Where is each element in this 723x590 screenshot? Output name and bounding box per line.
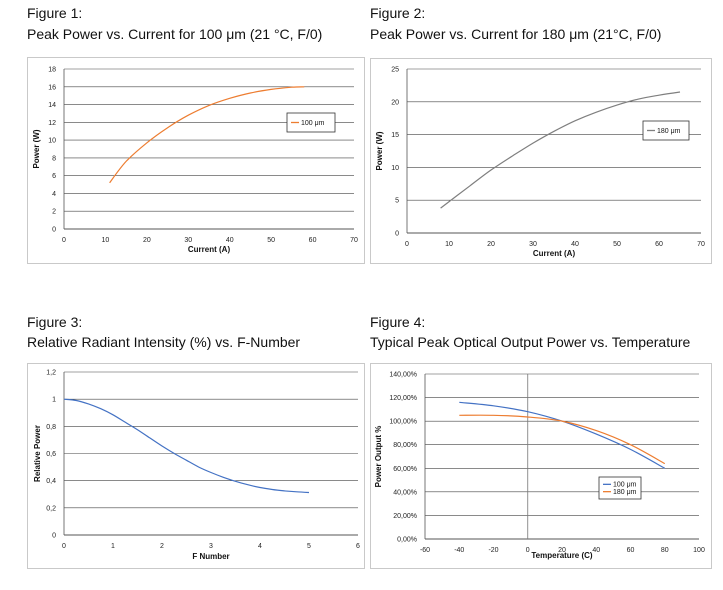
- y-tick-label: 80,00%: [393, 442, 417, 449]
- y-tick-label: 20: [391, 99, 399, 106]
- chart-4-svg: 0,00% 20,00% 40,00% 60,00% 80,00% 100,00% 120,…: [374, 372, 705, 561]
- y-tick-label: 0: [395, 231, 399, 238]
- x-tick-label: 20: [558, 547, 566, 554]
- series-line-1: [63, 398, 310, 494]
- y-tick-label: 2: [52, 209, 56, 216]
- legend-label: 180 μm: [657, 128, 681, 135]
- y-axis-title: Power (W): [32, 129, 41, 168]
- y-tick-label: 6: [52, 173, 56, 180]
- y-tick-label: 14: [48, 102, 56, 109]
- figure-3-chart: 0 0,2 0,4 0,6 0,8 1 1,2 0 1 2 3 4 5 6 F Number Relative…: [27, 363, 365, 569]
- y-tick-label: 18: [48, 67, 56, 74]
- y-tick-label: 10: [48, 138, 56, 145]
- y-tick-label: 1: [52, 397, 56, 404]
- y-tick-label: 1,2: [46, 370, 56, 377]
- figure-4-chart: 0,00% 20,00% 40,00% 60,00% 80,00% 100,00% 120,…: [370, 363, 712, 569]
- x-tick-label: 40: [571, 241, 579, 248]
- figure-2-chart: 0 5 10 15 20 25 0 10 20 30 40 50 60 70 Current (A) Powe…: [370, 58, 712, 264]
- x-tick-label: 20: [143, 237, 151, 244]
- x-tick-label: 20: [487, 241, 495, 248]
- x-tick-label: 60: [627, 547, 635, 554]
- y-tick-label: 0,4: [46, 478, 56, 485]
- figure-4-label: Figure 4:: [370, 314, 426, 330]
- y-axis-title: Power (W): [375, 131, 384, 170]
- y-tick-label: 10: [391, 165, 399, 172]
- y-tick-label: 100,00%: [389, 419, 417, 426]
- x-tick-label: -20: [488, 547, 498, 554]
- figure-4-caption: Typical Peak Optical Output Power vs. Te…: [370, 334, 691, 350]
- y-tick-label: 4: [52, 191, 56, 198]
- y-tick-label: 60,00%: [393, 466, 417, 473]
- x-axis-title: Current (A): [533, 249, 576, 258]
- y-tick-label: 0,8: [46, 424, 56, 431]
- x-tick-label: 40: [226, 237, 234, 244]
- x-tick-label: 4: [258, 543, 262, 550]
- y-tick-label: 12: [48, 120, 56, 127]
- x-tick-label: 2: [160, 543, 164, 550]
- x-tick-label: 6: [356, 543, 360, 550]
- legend-box: [286, 112, 336, 133]
- series-line-2: [459, 414, 666, 465]
- x-tick-label: -40: [454, 547, 464, 554]
- x-tick-label: 80: [661, 547, 669, 554]
- series-line-1: [109, 86, 305, 184]
- x-tick-label: 5: [307, 543, 311, 550]
- chart-1-svg: 0 2 4 6 8 10 12 14 16 18 0 10 20 30 40 50 60 70 Current (A…: [32, 67, 358, 255]
- y-tick-label: 25: [391, 67, 399, 74]
- chart-3-svg: 0 0,2 0,4 0,6 0,8 1 1,2 0 1 2 3 4 5 6 F Number Relative…: [33, 370, 360, 562]
- x-tick-label: 60: [309, 237, 317, 244]
- x-tick-label: 3: [209, 543, 213, 550]
- y-tick-label: 0,00%: [397, 537, 417, 544]
- x-tick-label: 30: [529, 241, 537, 248]
- x-tick-label: 70: [697, 241, 705, 248]
- y-tick-label: 40,00%: [393, 489, 417, 496]
- legend-label: 100 μm: [301, 120, 325, 127]
- figure-1-caption: Peak Power vs. Current for 100 μm (21 °C…: [27, 26, 323, 42]
- x-tick-label: -60: [420, 547, 430, 554]
- legend-label: 180 μm: [613, 489, 637, 496]
- legend-box: [642, 120, 690, 141]
- series-line-1: [459, 401, 666, 469]
- x-axis-title: Temperature (C): [531, 551, 593, 560]
- x-tick-label: 1: [111, 543, 115, 550]
- x-tick-label: 50: [267, 237, 275, 244]
- figure-1-chart: 0 2 4 6 8 10 12 14 16 18 0 10 20 30 40 50 60 70 Current (A…: [27, 57, 365, 264]
- figure-3-label: Figure 3:: [27, 314, 83, 330]
- legend-box: [598, 476, 642, 500]
- figure-2-caption: Peak Power vs. Current for 180 μm (21°C,…: [370, 26, 662, 42]
- x-axis-title: Current (A): [188, 245, 231, 254]
- y-axis-title: Power Output %: [374, 426, 383, 488]
- x-tick-label: 0: [62, 237, 66, 244]
- y-tick-label: 120,00%: [389, 395, 417, 402]
- figure-2-label: Figure 2:: [370, 5, 426, 21]
- x-tick-label: 100: [693, 547, 705, 554]
- y-tick-label: 0: [52, 533, 56, 540]
- x-axis-title: F Number: [192, 552, 229, 561]
- x-tick-label: 0: [526, 547, 530, 554]
- y-tick-label: 5: [395, 198, 399, 205]
- x-tick-label: 10: [102, 237, 110, 244]
- x-tick-label: 10: [445, 241, 453, 248]
- y-tick-label: 15: [391, 132, 399, 139]
- y-tick-label: 0,6: [46, 451, 56, 458]
- x-tick-label: 0: [405, 241, 409, 248]
- x-tick-label: 70: [350, 237, 358, 244]
- y-tick-label: 20,00%: [393, 513, 417, 520]
- x-tick-label: 50: [613, 241, 621, 248]
- y-tick-label: 0,2: [46, 505, 56, 512]
- y-tick-label: 16: [48, 84, 56, 91]
- figure-3-caption: Relative Radiant Intensity (%) vs. F-Num…: [27, 334, 301, 350]
- x-tick-label: 0: [62, 543, 66, 550]
- y-tick-label: 0: [52, 227, 56, 234]
- legend-label: 100 μm: [613, 482, 637, 489]
- y-tick-label: 8: [52, 155, 56, 162]
- x-tick-label: 30: [184, 237, 192, 244]
- series-line-1: [440, 91, 681, 209]
- x-tick-label: 60: [655, 241, 663, 248]
- y-tick-label: 140,00%: [389, 372, 417, 379]
- x-tick-label: 40: [592, 547, 600, 554]
- chart-2-svg: 0 5 10 15 20 25 0 10 20 30 40 50 60 70 Current (A) Powe…: [375, 67, 705, 259]
- y-axis-title: Relative Power: [33, 425, 42, 482]
- figure-1-label: Figure 1:: [27, 5, 83, 21]
